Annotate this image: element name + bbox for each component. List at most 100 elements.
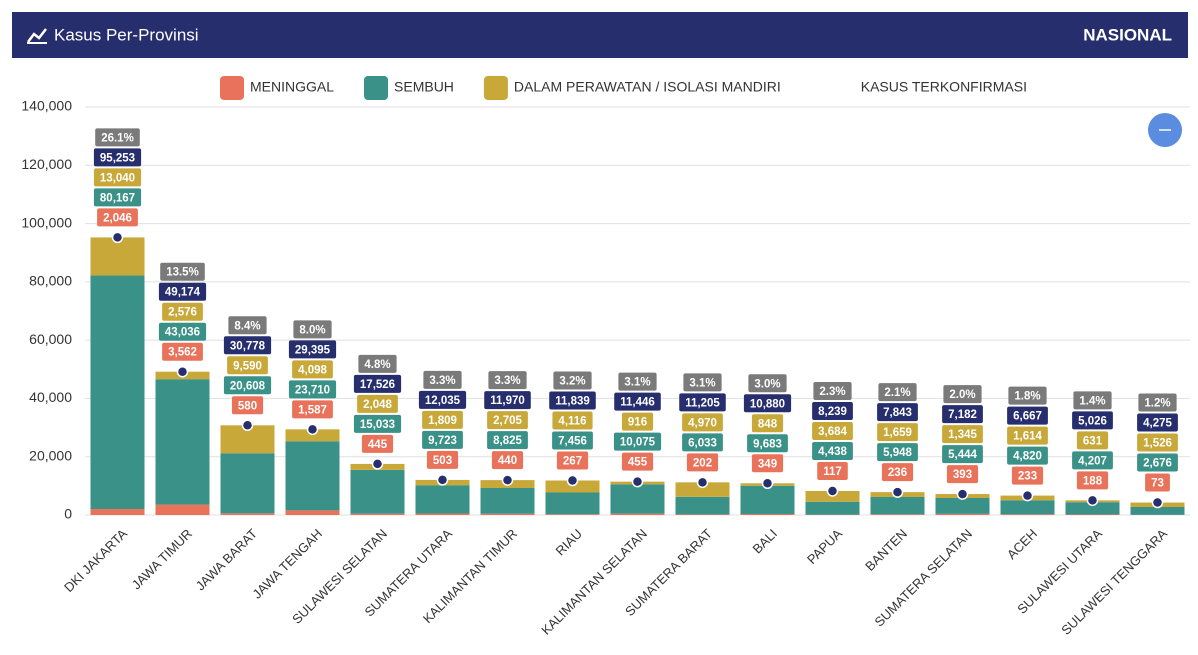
y-tick-label: 20,000 <box>29 447 72 463</box>
value-label: 49,174 <box>165 287 201 299</box>
value-label: 236 <box>888 467 907 479</box>
value-label-box <box>1073 391 1112 410</box>
x-tick-label: JAWA TENGAH <box>249 526 325 602</box>
value-label-box <box>223 376 272 395</box>
value-label: 3.1% <box>689 377 715 389</box>
value-label-box <box>881 463 914 482</box>
total-point <box>631 475 644 488</box>
bar-segment <box>935 497 990 514</box>
header-bar <box>12 12 1188 58</box>
value-label-box <box>747 434 788 453</box>
value-label: 503 <box>433 455 452 467</box>
legend-swatch <box>483 76 508 100</box>
bar-segment <box>350 513 405 515</box>
value-label-box <box>1011 466 1044 485</box>
value-label-box <box>553 371 592 390</box>
x-tick-label: SULAWESI TENGGARA <box>1058 526 1170 638</box>
value-label-box <box>231 396 264 415</box>
value-label: 3.3% <box>429 375 455 387</box>
bar-segment <box>155 379 210 505</box>
value-label-box <box>162 302 203 321</box>
chart-icon <box>27 28 47 43</box>
value-label: 17,526 <box>360 379 395 391</box>
value-label-box <box>621 452 654 471</box>
value-label-box <box>942 425 983 444</box>
value-label: 29,395 <box>295 344 331 356</box>
value-label: 6,033 <box>688 437 717 449</box>
total-point <box>1151 496 1164 509</box>
x-tick-label: JAWA TIMUR <box>129 526 195 592</box>
value-label: 1,526 <box>1143 438 1172 450</box>
value-label: 9,723 <box>428 435 457 447</box>
value-label: 349 <box>758 458 777 470</box>
value-label-box <box>491 451 524 470</box>
value-label: 4,820 <box>1013 451 1042 463</box>
total-point <box>241 419 254 432</box>
value-label: 2,048 <box>363 399 392 411</box>
value-label: 1.2% <box>1144 398 1170 410</box>
value-label-box <box>158 322 207 341</box>
value-label-box <box>751 454 784 473</box>
value-label-box <box>353 374 402 393</box>
y-tick-label: 60,000 <box>29 331 72 347</box>
value-label: 3.3% <box>494 375 520 387</box>
value-label: 848 <box>758 418 778 430</box>
value-label-box <box>1072 451 1113 470</box>
value-label: 4,438 <box>818 446 847 458</box>
value-label-box <box>683 373 722 392</box>
value-label: 4,098 <box>298 364 327 376</box>
value-label: 7,182 <box>948 409 977 421</box>
value-label-box <box>93 148 142 167</box>
bar-segment <box>870 496 925 515</box>
value-label-box <box>549 391 596 410</box>
value-label: 1,809 <box>428 415 457 427</box>
value-label-box <box>358 354 397 373</box>
bar-segment <box>90 237 145 276</box>
value-label: 13,040 <box>100 172 135 184</box>
y-tick-label: 120,000 <box>21 156 72 172</box>
bar-segment <box>350 469 405 514</box>
value-label-box <box>613 432 662 451</box>
value-label: 15,033 <box>360 419 395 431</box>
total-point <box>566 474 579 487</box>
value-label: 5,026 <box>1078 415 1107 427</box>
value-label-box <box>1076 431 1109 450</box>
value-label: 2.3% <box>819 386 845 398</box>
value-label-box <box>877 403 918 422</box>
value-label-box <box>353 414 402 433</box>
bar-segment <box>220 513 275 515</box>
value-label-box <box>682 413 723 432</box>
value-label-box <box>426 450 459 469</box>
bar-segment <box>1065 514 1120 515</box>
value-label-box <box>812 441 853 460</box>
value-label: 73 <box>1151 478 1164 490</box>
value-label: 8.4% <box>234 320 260 332</box>
y-tick-label: 0 <box>64 506 72 522</box>
value-label: 8,825 <box>493 435 522 447</box>
value-label: 23,710 <box>295 384 330 396</box>
legend-label: SEMBUH <box>394 79 454 95</box>
value-label-box <box>288 380 337 399</box>
value-label: 4.8% <box>364 359 390 371</box>
value-label: 5,444 <box>948 449 977 461</box>
value-label: 3.2% <box>559 376 585 388</box>
bar-segment <box>415 485 470 514</box>
x-tick-label: KALIMANTAN SELATAN <box>538 526 650 638</box>
value-label-box <box>556 451 589 470</box>
value-label-box <box>93 168 142 187</box>
header-scope[interactable]: NASIONAL <box>1083 25 1172 44</box>
value-label-box <box>817 461 848 480</box>
x-tick-label: ACEH <box>1004 526 1040 562</box>
value-label-box <box>487 431 528 450</box>
value-label-box <box>942 405 983 424</box>
value-label-box <box>552 411 593 430</box>
bar-segment <box>90 509 145 515</box>
value-label: 393 <box>953 469 972 481</box>
bar-segment <box>610 484 665 514</box>
x-tick-label: BALI <box>750 526 781 557</box>
value-label-box <box>813 381 852 400</box>
bar-segment <box>675 496 730 515</box>
y-tick-label: 140,000 <box>21 98 72 114</box>
value-label-box <box>748 374 787 393</box>
